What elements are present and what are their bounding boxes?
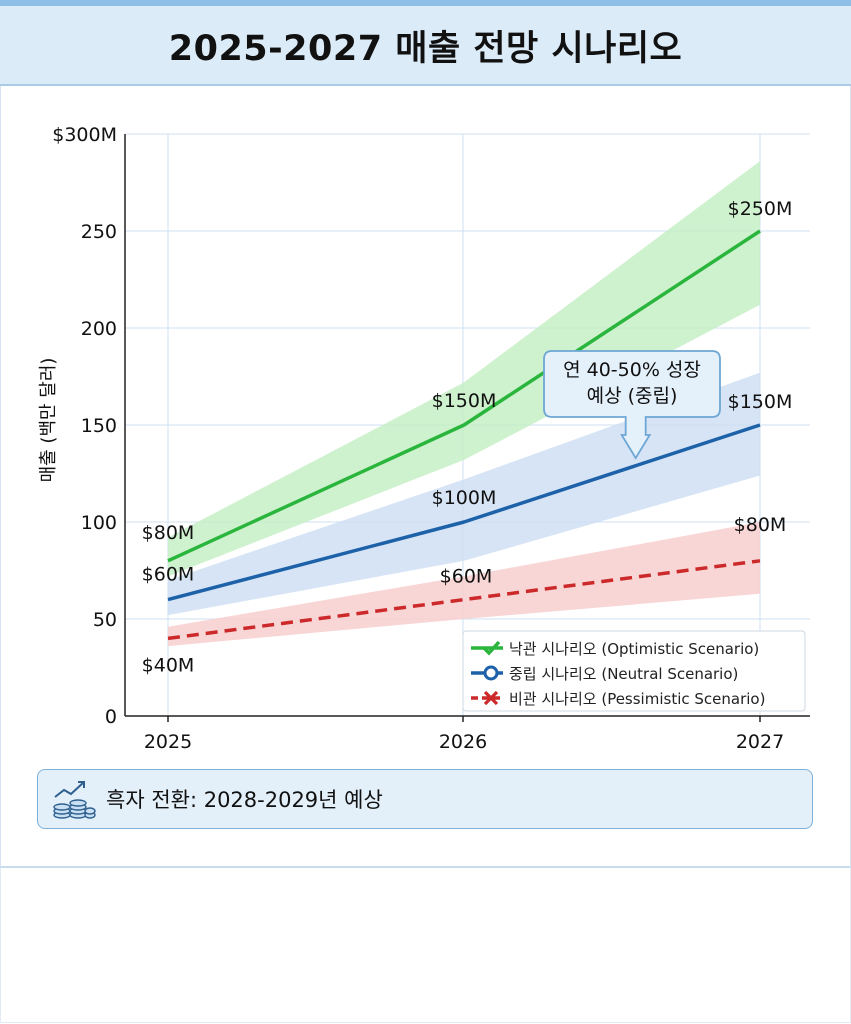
- series-line-0: [167, 229, 761, 563]
- band-series-1: [168, 372, 760, 616]
- y-axis-label: 매출 (백만 달러): [38, 358, 59, 483]
- data-label: $80M: [734, 514, 787, 536]
- y-tick-label: 50: [93, 609, 117, 631]
- annotation-bubble: [543, 350, 721, 460]
- data-label: $150M: [432, 390, 497, 412]
- legend-box: [462, 630, 806, 712]
- y-tick-label: 0: [105, 706, 117, 728]
- data-label: $250M: [728, 198, 793, 220]
- x-tick-label: 2026: [439, 731, 487, 753]
- annotation-text: 연 40-50% 성장: [563, 359, 701, 381]
- data-label: $40M: [142, 654, 195, 676]
- profit-note-box: 흑자 전환: 2028-2029년 예상: [37, 769, 813, 829]
- profit-note-text: 흑자 전환: 2028-2029년 예상: [106, 788, 383, 812]
- band-series-2: [168, 522, 760, 647]
- band-series-0: [168, 161, 760, 577]
- x-tick-label: 2027: [736, 731, 784, 753]
- data-label: $60M: [142, 564, 195, 586]
- top-accent-bar: [0, 0, 851, 6]
- y-tick-label: 150: [81, 415, 117, 437]
- page-title: 2025-2027 매출 전망 시나리오: [168, 28, 683, 69]
- y-tick-label: $300M: [52, 124, 117, 146]
- y-tick-label: 250: [81, 221, 117, 243]
- data-label: $100M: [432, 487, 497, 509]
- y-tick-label: 100: [81, 512, 117, 534]
- legend-marker-x-icon: [483, 690, 499, 706]
- legend-label: 낙관 시나리오 (Optimistic Scenario): [509, 640, 759, 658]
- series-line-2: [167, 559, 761, 641]
- title-banner: 2025-2027 매출 전망 시나리오: [0, 6, 851, 86]
- revenue-chart: 0 50 100 150 200 250 $300M 2025 2026 2027 매출 (백만 달…: [38, 124, 810, 753]
- x-tick-label: 2025: [144, 731, 192, 753]
- annotation-text: 예상 (중립): [587, 385, 678, 407]
- bottom-empty-area: [0, 868, 851, 1023]
- legend-marker-circle-icon: [483, 665, 499, 681]
- legend-marker-check-icon: [482, 640, 501, 656]
- data-label: $150M: [728, 391, 793, 413]
- legend-label: 중립 시나리오 (Neutral Scenario): [509, 665, 738, 683]
- legend-label: 비관 시나리오 (Pessimistic Scenario): [509, 690, 765, 708]
- coins-growth-icon: [53, 781, 96, 819]
- series-line-1: [167, 423, 761, 602]
- data-label: $80M: [142, 522, 195, 544]
- data-label: $60M: [440, 566, 493, 588]
- y-tick-label: 200: [81, 318, 117, 340]
